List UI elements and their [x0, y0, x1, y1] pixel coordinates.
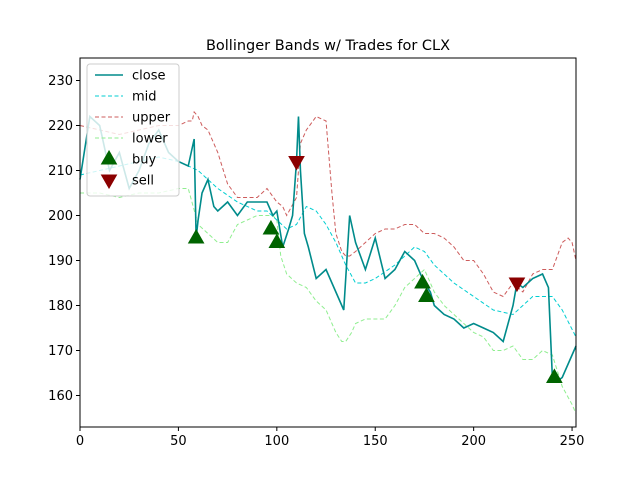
- buy-marker: [187, 228, 205, 244]
- y-tick-label: 190: [48, 254, 73, 269]
- legend: close mid upper lower buy sell: [86, 63, 180, 197]
- sell-marker: [288, 156, 305, 171]
- y-tick-label: 230: [48, 74, 73, 89]
- series-line-lower: [80, 188, 577, 414]
- buy-marker: [414, 273, 431, 289]
- legend-swatch-sell: [100, 174, 118, 190]
- x-tick-label: 150: [363, 434, 388, 449]
- buy-marker: [546, 368, 563, 383]
- y-axis: 160 170 180 190 200 210 220 230: [48, 74, 80, 404]
- x-tick-label: 100: [264, 434, 289, 449]
- series-layer: [79, 110, 577, 414]
- legend-label-sell: sell: [132, 174, 154, 189]
- x-tick-label: 200: [461, 434, 486, 449]
- x-axis: 0 50 100 150 200 250: [76, 427, 585, 449]
- buy-marker: [418, 287, 435, 302]
- legend-label-buy: buy: [132, 153, 156, 168]
- x-tick-label: 50: [170, 434, 187, 449]
- y-tick-label: 210: [48, 164, 73, 179]
- legend-swatch-buy: [100, 149, 118, 165]
- chart-title: Bollinger Bands w/ Trades for CLX: [206, 38, 450, 54]
- legend-label-close: close: [132, 69, 165, 84]
- y-tick-label: 180: [48, 299, 73, 314]
- y-tick-label: 160: [48, 389, 73, 404]
- plot-frame: [79, 57, 577, 428]
- series-line-close: [79, 114, 577, 384]
- y-tick-label: 200: [48, 209, 73, 224]
- legend-label-upper: upper: [132, 111, 171, 126]
- sell-marker: [508, 277, 526, 293]
- x-tick-label: 250: [560, 434, 585, 449]
- y-tick-label: 220: [48, 119, 73, 134]
- buy-marker: [268, 233, 286, 248]
- series-line-upper: [79, 110, 577, 298]
- x-tick-label: 0: [76, 434, 84, 449]
- legend-label-lower: lower: [132, 132, 168, 147]
- y-tick-label: 170: [48, 344, 73, 359]
- markers-layer: [187, 156, 563, 383]
- legend-label-mid: mid: [132, 90, 157, 105]
- buy-marker: [262, 219, 280, 235]
